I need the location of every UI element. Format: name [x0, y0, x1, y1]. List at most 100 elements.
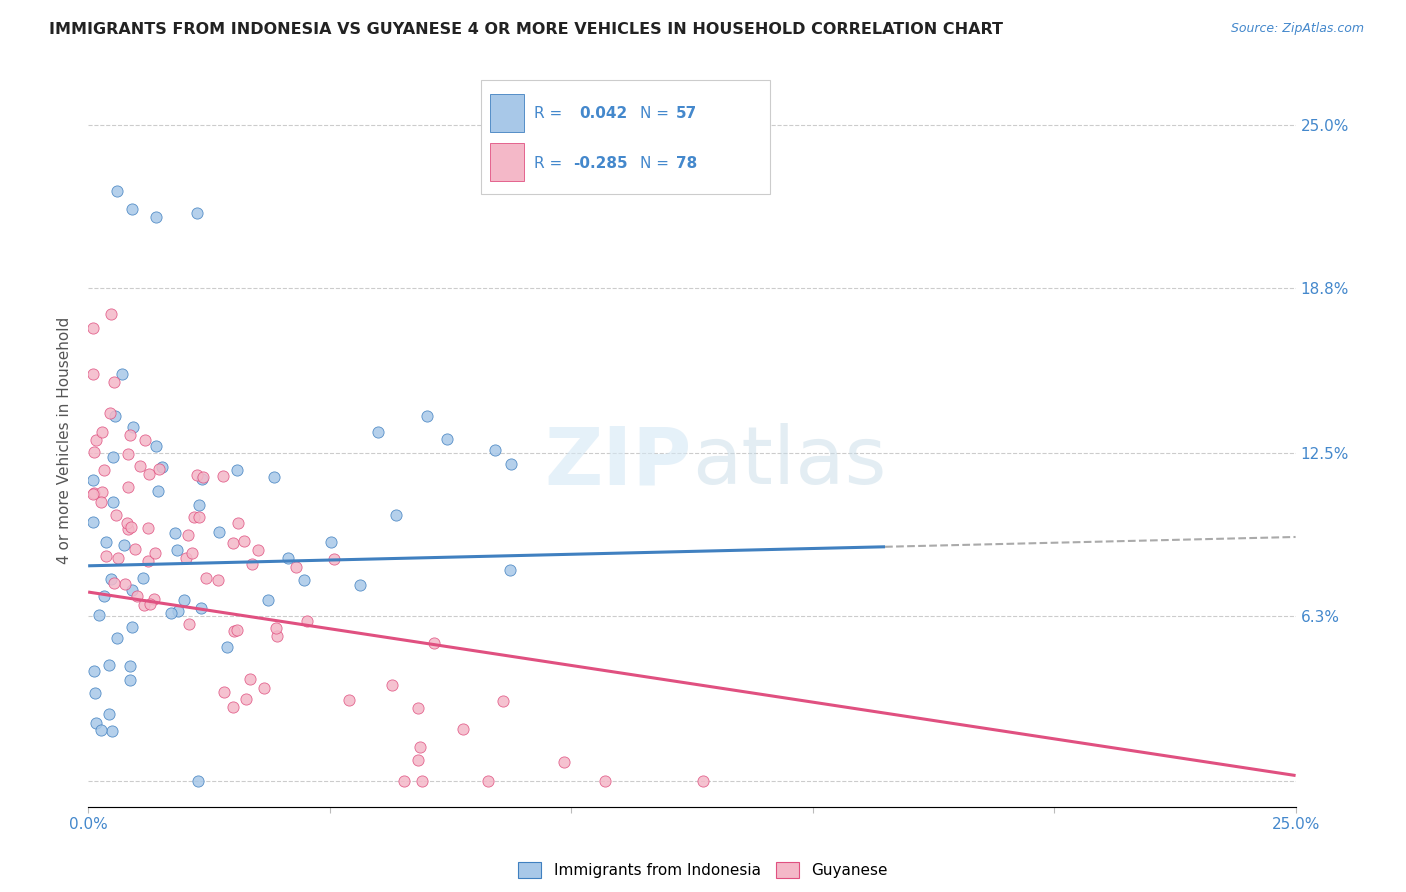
Point [381, 678, 404, 692]
Point [499, 563, 522, 577]
Point [96, 535, 118, 549]
Point [122, 420, 145, 434]
Point [212, 468, 235, 483]
Point [121, 620, 143, 634]
Point [553, 755, 575, 769]
Point [187, 773, 209, 788]
Point [225, 463, 247, 477]
Point [297, 614, 319, 628]
Point [339, 693, 361, 707]
Point [143, 546, 166, 560]
Point [239, 672, 262, 686]
Text: N =: N = [640, 155, 673, 170]
Point [142, 591, 165, 606]
Point [222, 700, 245, 714]
Legend: Immigrants from Indonesia, Guyanese: Immigrants from Indonesia, Guyanese [512, 856, 894, 884]
Point [129, 458, 152, 473]
Point [101, 723, 124, 738]
Point [188, 499, 211, 513]
Point [191, 472, 214, 486]
Point [186, 206, 208, 220]
Point [121, 202, 143, 217]
Point [101, 450, 124, 465]
Point [83, 444, 105, 458]
Point [90, 723, 112, 738]
Point [166, 542, 188, 557]
Point [409, 739, 432, 754]
Point [118, 658, 141, 673]
Point [692, 773, 714, 788]
Point [105, 631, 128, 645]
Point [235, 692, 257, 706]
Point [264, 622, 287, 636]
Point [423, 636, 446, 650]
Point [120, 520, 142, 534]
Point [406, 701, 429, 715]
Point [208, 524, 231, 539]
Point [118, 673, 141, 688]
Text: R =: R = [534, 105, 567, 120]
FancyBboxPatch shape [481, 80, 770, 194]
Point [177, 528, 200, 542]
Text: -0.285: -0.285 [574, 155, 628, 170]
Point [150, 460, 173, 475]
Point [217, 640, 239, 654]
FancyBboxPatch shape [491, 94, 524, 132]
Point [138, 467, 160, 481]
Point [349, 578, 371, 592]
Point [94, 549, 117, 563]
Point [319, 535, 342, 549]
Point [90, 495, 112, 509]
Point [132, 572, 155, 586]
Point [104, 508, 127, 522]
Text: atlas: atlas [692, 423, 886, 501]
Point [240, 557, 263, 571]
Point [214, 684, 236, 698]
Point [451, 722, 474, 736]
Point [97, 658, 120, 673]
Point [120, 428, 142, 442]
FancyBboxPatch shape [491, 143, 524, 181]
Point [93, 589, 115, 603]
Text: Source: ZipAtlas.com: Source: ZipAtlas.com [1230, 22, 1364, 36]
Point [117, 447, 139, 461]
Point [91, 485, 114, 500]
Point [406, 753, 429, 767]
Point [90, 425, 112, 440]
Point [411, 773, 433, 788]
Point [392, 773, 415, 788]
Point [148, 462, 170, 476]
Point [253, 681, 276, 695]
Point [134, 599, 156, 613]
Point [100, 572, 122, 586]
Point [416, 409, 439, 423]
Point [82, 474, 104, 488]
Point [139, 598, 162, 612]
Point [323, 552, 346, 566]
Point [226, 516, 249, 530]
Point [207, 573, 229, 587]
Point [117, 480, 139, 494]
Point [181, 545, 204, 559]
Text: R =: R = [534, 155, 567, 170]
Point [83, 664, 105, 678]
Point [226, 623, 249, 637]
Point [136, 521, 159, 535]
Point [477, 773, 499, 788]
Point [83, 485, 105, 500]
Point [82, 320, 104, 334]
Point [98, 406, 121, 420]
Point [136, 554, 159, 568]
Point [97, 707, 120, 722]
Point [111, 368, 134, 382]
Text: 57: 57 [676, 105, 697, 120]
Point [263, 470, 285, 484]
Point [277, 550, 299, 565]
Point [103, 575, 125, 590]
Point [186, 468, 208, 483]
Point [117, 516, 139, 530]
Point [159, 606, 181, 620]
Point [385, 508, 408, 523]
Point [82, 515, 104, 529]
Point [179, 617, 201, 632]
